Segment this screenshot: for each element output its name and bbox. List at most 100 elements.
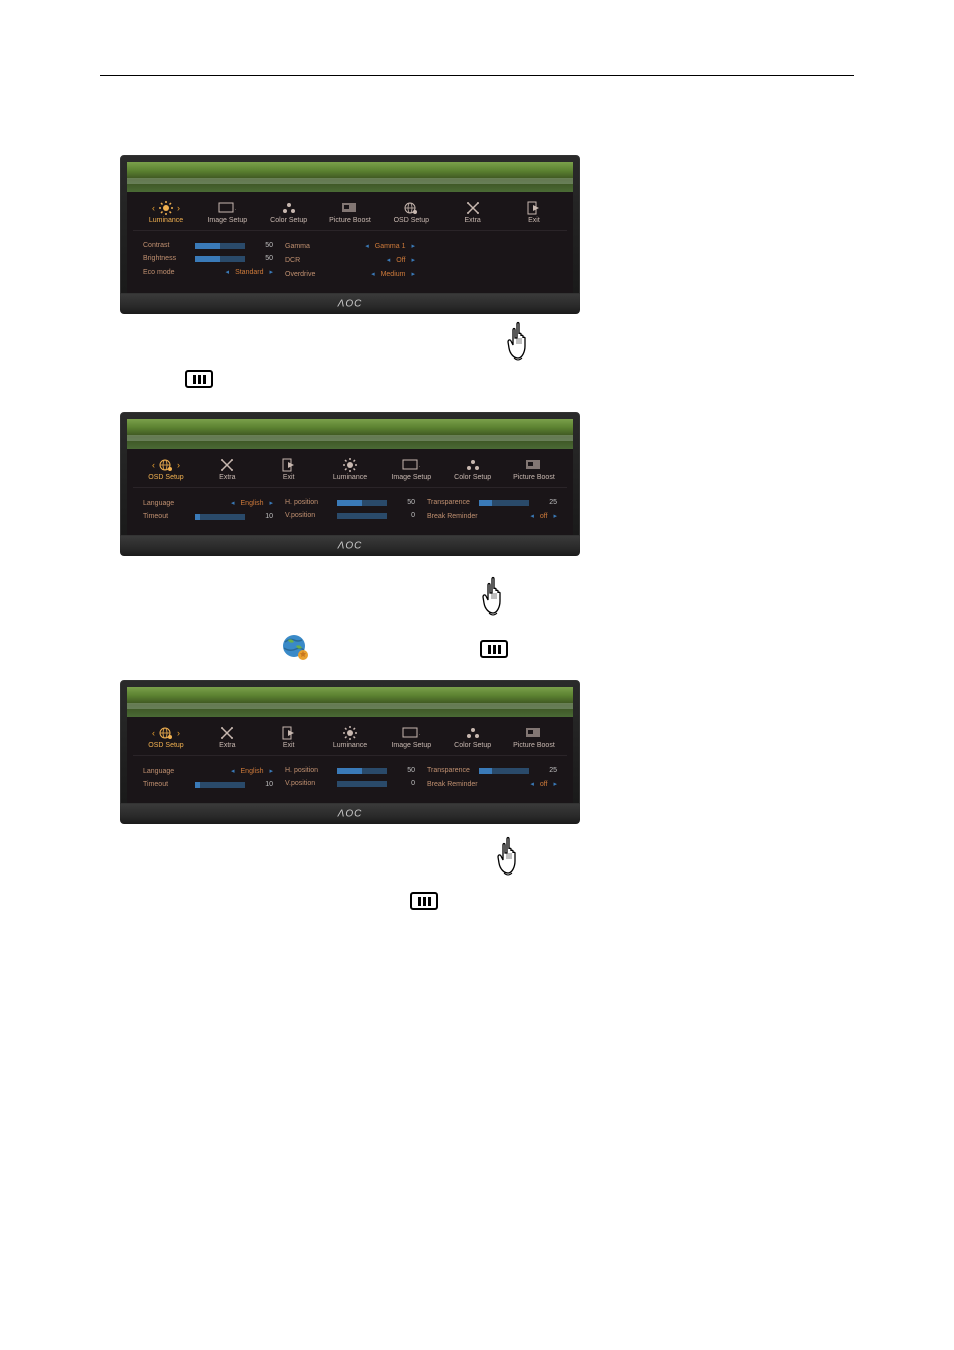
arrow-right-icon[interactable]: ▸ xyxy=(411,256,415,264)
brand-logo: ΛOC xyxy=(338,299,363,310)
slider-track[interactable] xyxy=(337,768,387,774)
arrow-left-icon[interactable]: ◂ xyxy=(226,268,230,276)
osd-tab-luminance[interactable]: ‹›Luminance xyxy=(141,202,191,224)
osd-setting-row[interactable]: H. position50 xyxy=(285,496,415,509)
setting-label: Language xyxy=(143,768,185,775)
arrow-left-icon[interactable]: ◂ xyxy=(387,256,391,264)
tab-label: OSD Setup xyxy=(394,217,429,224)
setting-value: Medium xyxy=(381,271,406,278)
select-value[interactable]: ◂Gamma 1▸ xyxy=(365,242,415,250)
arrow-left-icon[interactable]: ◂ xyxy=(231,767,235,775)
osd-tab-osd-setup[interactable]: ‹›OSD Setup xyxy=(141,459,191,481)
osd-tab-image-setup[interactable]: +Image Setup xyxy=(386,727,436,749)
select-value[interactable]: ◂Standard▸ xyxy=(226,268,273,276)
screen-icon: + xyxy=(402,459,420,471)
setting-value: 0 xyxy=(397,512,415,519)
osd-tab-osd-setup[interactable]: ‹›OSD Setup xyxy=(141,727,191,749)
osd-setting-row[interactable]: Overdrive◂Medium▸ xyxy=(285,267,415,281)
osd-tab-luminance[interactable]: Luminance xyxy=(325,727,375,749)
osd-setting-row[interactable]: Timeout10 xyxy=(143,510,273,523)
arrow-right-icon[interactable]: ▸ xyxy=(553,780,557,788)
osd-setting-row[interactable]: Gamma ◂Gamma 1▸ xyxy=(285,239,415,253)
monitor-bezel: ΛOC xyxy=(120,294,580,314)
osd-menu: ‹›Luminance +Image Setup Color Setup Pictur… xyxy=(127,192,573,293)
osd-setting-row[interactable]: Timeout10 xyxy=(143,778,273,791)
arrow-right-icon[interactable]: ▸ xyxy=(411,270,415,278)
slider-track[interactable] xyxy=(195,243,245,249)
setting-label: Gamma xyxy=(285,243,327,250)
slider-track[interactable] xyxy=(479,500,529,506)
slider-track[interactable] xyxy=(195,256,245,262)
osd-setting-row[interactable]: Language ◂English▸ xyxy=(143,764,273,778)
select-value[interactable]: ◂Off▸ xyxy=(387,256,415,264)
pointing-hand-icon xyxy=(475,575,515,622)
arrow-left-icon[interactable]: ◂ xyxy=(530,780,534,788)
horizontal-rule xyxy=(100,75,854,76)
select-value[interactable]: ◂ English ▸ xyxy=(231,499,273,507)
slider-track[interactable] xyxy=(195,782,245,788)
osd-setting-row[interactable]: H. position50 xyxy=(285,764,415,777)
slider-track[interactable] xyxy=(337,781,387,787)
osd-tab-color-setup[interactable]: Color Setup xyxy=(448,727,498,749)
x-icon xyxy=(464,202,482,214)
osd-tab-picture-boost[interactable]: Picture Boost xyxy=(509,727,559,749)
slider-track[interactable] xyxy=(195,514,245,520)
osd-tab-picture-boost[interactable]: Picture Boost xyxy=(509,459,559,481)
tab-label: Picture Boost xyxy=(513,474,555,481)
dots-icon xyxy=(464,727,482,739)
setting-value: off xyxy=(540,513,548,520)
tab-label: Extra xyxy=(219,742,235,749)
tab-label: Image Setup xyxy=(391,742,431,749)
arrow-left-icon[interactable]: ◂ xyxy=(530,512,534,520)
osd-setting-row[interactable]: V.position0 xyxy=(285,777,415,790)
setting-value: English xyxy=(241,500,264,507)
select-value[interactable]: ◂ off ▸ xyxy=(530,512,557,520)
arrow-left-icon[interactable]: ◂ xyxy=(365,242,369,250)
osd-tab-luminance[interactable]: Luminance xyxy=(325,459,375,481)
arrow-left-icon[interactable]: ◂ xyxy=(371,270,375,278)
slider-track[interactable] xyxy=(479,768,529,774)
sun-icon xyxy=(341,727,359,739)
arrow-right-icon[interactable]: ▸ xyxy=(269,268,273,276)
osd-setting-row[interactable]: Break Reminder◂off▸ xyxy=(427,509,557,523)
osd-tab-extra[interactable]: Extra xyxy=(202,727,252,749)
osd-setting-row[interactable]: Transparence25 xyxy=(427,496,557,509)
select-value[interactable]: ◂ Medium ▸ xyxy=(371,270,415,278)
osd-tab-color-setup[interactable]: Color Setup xyxy=(448,459,498,481)
osd-tab-exit[interactable]: Exit xyxy=(264,459,314,481)
setting-value: 50 xyxy=(255,242,273,249)
osd-tab-osd-setup[interactable]: OSD Setup xyxy=(386,202,436,224)
osd-setting-row[interactable]: DCR◂Off▸ xyxy=(285,253,415,267)
osd-setting-row[interactable]: Contrast50 xyxy=(143,239,273,252)
setting-label: Transparence xyxy=(427,767,470,774)
arrow-right-icon[interactable]: ▸ xyxy=(411,242,415,250)
dots-icon xyxy=(280,202,298,214)
arrow-right-icon[interactable]: ▸ xyxy=(269,767,273,775)
osd-tab-extra[interactable]: Extra xyxy=(448,202,498,224)
select-value[interactable]: ◂English▸ xyxy=(231,767,273,775)
osd-setting-row[interactable]: V.position0 xyxy=(285,509,415,522)
osd-setting-row[interactable]: Language◂English▸ xyxy=(143,496,273,510)
select-value[interactable]: ◂off▸ xyxy=(530,780,557,788)
setting-label: Timeout xyxy=(143,513,185,520)
osd-setting-row[interactable]: Eco mode◂Standard▸ xyxy=(143,265,273,279)
osd-tab-picture-boost[interactable]: Picture Boost xyxy=(325,202,375,224)
tab-label: Extra xyxy=(464,217,480,224)
osd-setting-row[interactable]: Transparence25 xyxy=(427,764,557,777)
arrow-right-icon[interactable]: ▸ xyxy=(553,512,557,520)
slider-track[interactable] xyxy=(337,513,387,519)
osd-setting-row[interactable]: Break Reminder◂off▸ xyxy=(427,777,557,791)
slider-track[interactable] xyxy=(337,500,387,506)
osd-tab-exit[interactable]: Exit xyxy=(509,202,559,224)
osd-tab-color-setup[interactable]: Color Setup xyxy=(264,202,314,224)
setting-label: V.position xyxy=(285,780,327,787)
osd-tab-extra[interactable]: Extra xyxy=(202,459,252,481)
arrow-right-icon[interactable]: ▸ xyxy=(269,499,273,507)
setting-value: 50 xyxy=(397,767,415,774)
osd-tab-image-setup[interactable]: +Image Setup xyxy=(386,459,436,481)
osd-tab-exit[interactable]: Exit xyxy=(264,727,314,749)
tab-label: OSD Setup xyxy=(148,742,183,749)
arrow-left-icon[interactable]: ◂ xyxy=(231,499,235,507)
osd-setting-row[interactable]: Brightness50 xyxy=(143,252,273,265)
osd-tab-image-setup[interactable]: +Image Setup xyxy=(202,202,252,224)
